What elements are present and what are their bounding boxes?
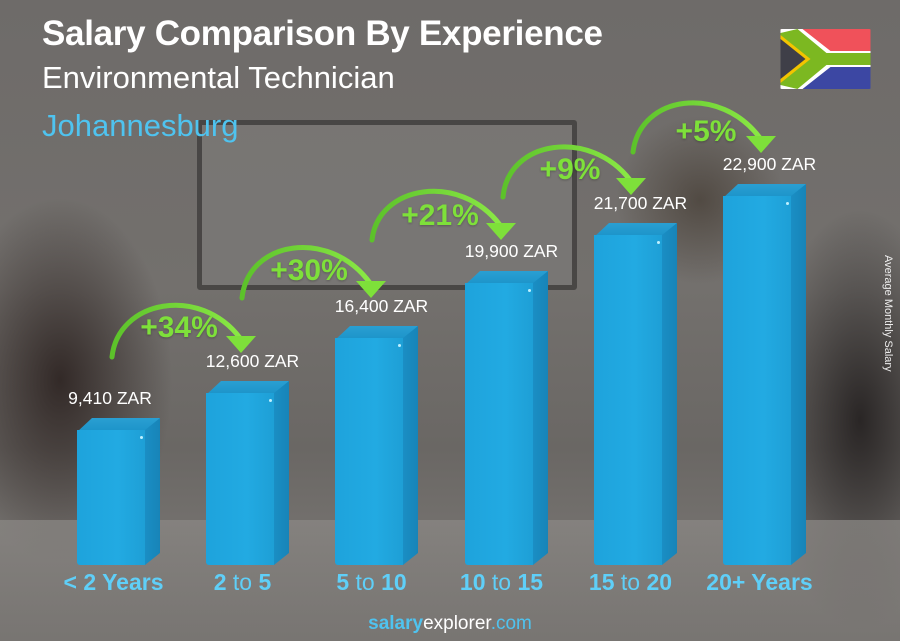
bar-side bbox=[403, 326, 418, 565]
category-start: 20+ Years bbox=[706, 569, 813, 595]
increase-percent-label: +9% bbox=[539, 153, 601, 186]
bar bbox=[206, 381, 289, 565]
bar-side bbox=[791, 184, 806, 565]
bar-value-label: 16,400 ZAR bbox=[334, 296, 429, 316]
bar bbox=[77, 418, 160, 565]
x-axis-category-label: 20+ Years bbox=[706, 569, 812, 596]
bar-value-label: 9,410 ZAR bbox=[68, 388, 152, 408]
category-start: < 2 Years bbox=[63, 569, 164, 595]
increase-percent-label: +30% bbox=[270, 254, 348, 287]
bar bbox=[335, 326, 418, 565]
bar-highlight bbox=[657, 241, 660, 244]
bar-front bbox=[335, 338, 403, 565]
south-africa-flag-icon bbox=[780, 29, 871, 89]
bar-side bbox=[145, 418, 160, 565]
bar-value-label: 12,600 ZAR bbox=[205, 351, 300, 371]
footer-com: .com bbox=[490, 613, 532, 634]
bar bbox=[465, 271, 548, 565]
bar-highlight bbox=[786, 202, 789, 205]
category-connector: to bbox=[226, 569, 259, 595]
category-start: 5 bbox=[336, 569, 350, 595]
category-connector: to bbox=[485, 569, 518, 595]
bar-front bbox=[465, 283, 533, 565]
y-axis-label: Average Monthly Salary bbox=[882, 255, 894, 372]
category-start: 2 bbox=[213, 569, 227, 595]
x-axis-category-label: < 2 Years bbox=[64, 569, 164, 596]
increase-percent-label: +5% bbox=[675, 115, 737, 148]
category-start: 15 bbox=[588, 569, 615, 595]
bar-top bbox=[206, 381, 289, 395]
category-end: 10 bbox=[381, 569, 407, 595]
background-screen bbox=[197, 120, 577, 290]
footer-brand[interactable]: salaryexplorer.com bbox=[0, 613, 900, 635]
bar-side bbox=[533, 271, 548, 565]
bar-front bbox=[723, 196, 791, 565]
bar-front bbox=[206, 393, 274, 565]
x-axis-category-label: 5 to 10 bbox=[336, 569, 406, 596]
x-axis-category-label: 10 to 15 bbox=[460, 569, 543, 596]
increase-percent-label: +34% bbox=[140, 311, 218, 344]
x-axis-category-label: 15 to 20 bbox=[589, 569, 672, 596]
bar-top bbox=[723, 184, 806, 198]
bar-front bbox=[594, 235, 662, 565]
bar-top bbox=[594, 223, 677, 237]
category-connector: to bbox=[349, 569, 382, 595]
job-title: Environmental Technician bbox=[42, 60, 395, 95]
bar bbox=[594, 223, 677, 565]
bar-highlight bbox=[398, 344, 401, 347]
category-end: 20 bbox=[646, 569, 673, 595]
bar-side bbox=[274, 381, 289, 565]
city-name: Johannesburg bbox=[42, 108, 239, 143]
bar bbox=[723, 184, 806, 565]
bar-side bbox=[662, 223, 677, 565]
chart-title: Salary Comparison By Experience bbox=[42, 14, 603, 53]
category-connector: to bbox=[614, 569, 647, 595]
bar-front bbox=[77, 430, 145, 565]
bar-top bbox=[335, 326, 418, 340]
bar-highlight bbox=[528, 289, 531, 292]
footer-explorer: explorer bbox=[423, 613, 491, 634]
bar-value-label: 19,900 ZAR bbox=[464, 241, 559, 261]
bar-value-label: 22,900 ZAR bbox=[722, 154, 817, 174]
bar-top bbox=[77, 418, 160, 432]
x-axis-category-label: 2 to 5 bbox=[214, 569, 272, 596]
increase-percent-label: +21% bbox=[401, 199, 479, 232]
category-end: 15 bbox=[517, 569, 544, 595]
bar-value-label: 21,700 ZAR bbox=[593, 193, 688, 213]
footer-salary: salary bbox=[368, 613, 424, 634]
category-end: 5 bbox=[258, 569, 272, 595]
bar-highlight bbox=[140, 436, 143, 439]
category-start: 10 bbox=[459, 569, 486, 595]
bar-highlight bbox=[269, 399, 272, 402]
bar-top bbox=[465, 271, 548, 285]
